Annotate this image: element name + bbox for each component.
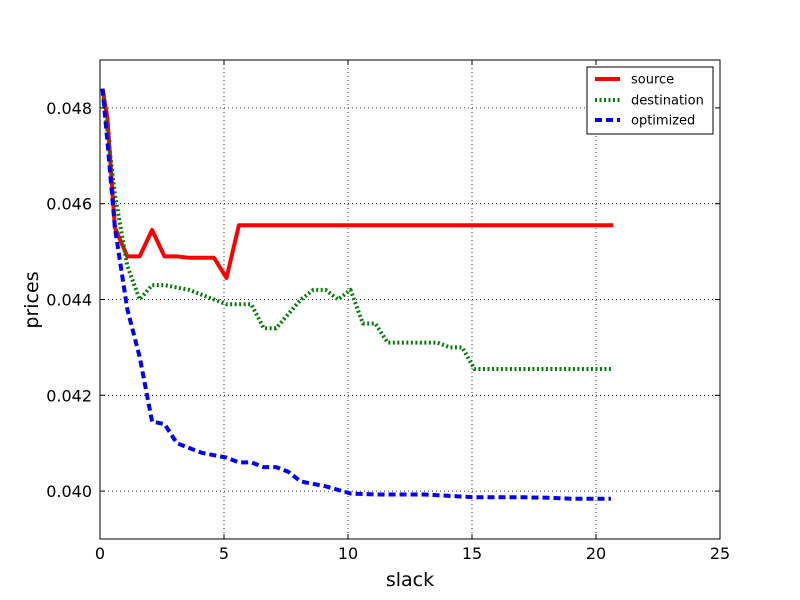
legend-label-destination: destination — [631, 94, 704, 109]
x-tick-label: 5 — [219, 544, 229, 563]
y-axis-label: prices — [21, 271, 43, 328]
legend-label-optimized: optimized — [631, 114, 695, 129]
x-axis-label: slack — [386, 569, 434, 591]
x-tick-label: 0 — [95, 544, 105, 563]
series-line-destination — [100, 88, 611, 371]
series-line-optimized — [100, 88, 611, 501]
y-tick-label: 0.046 — [46, 195, 92, 214]
series-line-source — [100, 88, 614, 280]
tick-labels: 0 5 10 15 20 25 0.040 0.042 0.044 0.046 0.048 — [46, 99, 730, 563]
series-layer — [100, 88, 614, 501]
legend-label-source: source — [631, 73, 674, 88]
x-tick-label: 25 — [710, 544, 730, 563]
y-tick-label: 0.048 — [46, 99, 92, 118]
x-tick-label: 20 — [586, 544, 606, 563]
x-tick-label: 10 — [338, 544, 358, 563]
axis-ticks — [99, 60, 721, 539]
y-tick-label: 0.044 — [46, 291, 92, 310]
y-tick-label: 0.042 — [46, 386, 92, 405]
x-tick-label: 15 — [462, 544, 482, 563]
legend: source destination optimized — [586, 66, 714, 135]
y-tick-label: 0.040 — [46, 482, 92, 501]
